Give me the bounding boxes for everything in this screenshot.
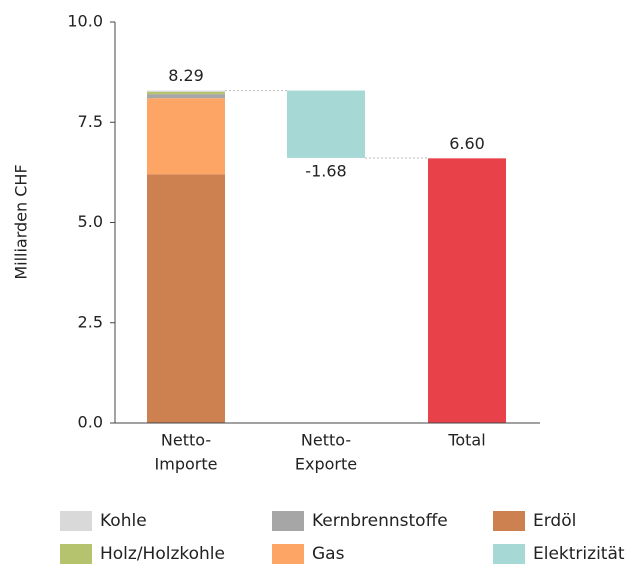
x-tick-label: Netto- [161,431,211,450]
bar-segment [147,98,225,175]
y-tick-label: 0.0 [78,413,103,432]
bar-segment [147,90,225,92]
legend-label: Holz/Holzkohle [100,544,225,564]
legend-swatch [272,511,304,531]
x-tick-label: Total [447,431,485,450]
y-tick-label: 10.0 [67,12,103,31]
legend-swatch [272,544,304,564]
legend-label: Gas [312,544,345,564]
bar [428,158,506,423]
bar-segment [147,174,225,423]
value-label: 6.60 [449,134,485,153]
x-tick-label: Importe [155,455,218,474]
y-tick-label: 5.0 [78,212,103,231]
value-label: 8.29 [168,66,204,85]
bar-segment [147,91,225,95]
legend: Kohle Kernbrennstoffe Erdöl Holz/Holzkohle G… [60,511,625,564]
y-axis-label: Milliarden CHF [12,164,31,279]
y-tick-label: 7.5 [78,112,103,131]
legend-swatch [60,544,92,564]
legend-swatch [493,511,525,531]
legend-label: Erdöl [533,511,576,531]
legend-swatch [493,544,525,564]
x-tick-label: Netto- [301,431,351,450]
x-tick-label: Exporte [295,455,357,474]
bar-segment [147,94,225,99]
value-label: -1.68 [305,161,346,180]
legend-label: Elektrizität [533,544,625,564]
legend-swatch [60,511,92,531]
legend-label: Kernbrennstoffe [312,511,448,531]
bar [287,90,365,158]
legend-label: Kohle [100,511,147,531]
y-tick-label: 2.5 [78,312,103,331]
